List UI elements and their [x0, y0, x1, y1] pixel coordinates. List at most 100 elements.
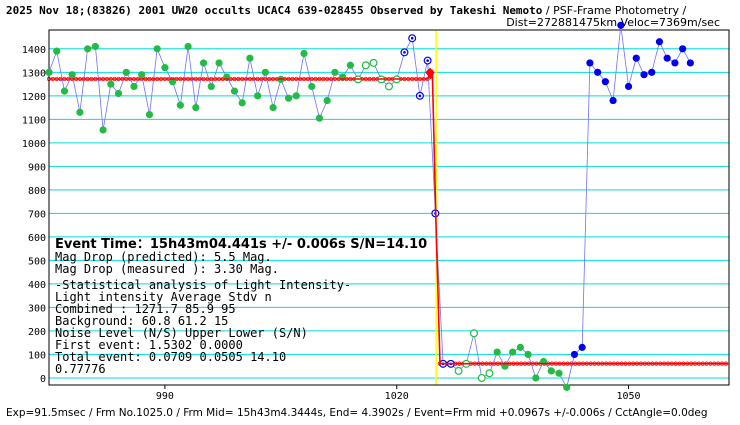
data-point-28 — [261, 68, 269, 76]
data-point-46 — [400, 48, 409, 57]
axis-ticks: 0 100 200 300 400 500 600 700 800 900 1000 1100 1200… — [22, 45, 641, 402]
data-point-78 — [648, 68, 656, 76]
data-point-57 — [485, 369, 494, 378]
y-tick-label-800: 800 — [28, 186, 46, 197]
data-point-47 — [408, 34, 417, 43]
disappearance-marker — [425, 67, 435, 80]
data-point-66 — [555, 369, 563, 377]
data-point-48-center — [418, 94, 422, 98]
data-point-67 — [563, 383, 571, 391]
data-point-62 — [524, 350, 532, 359]
data-point-0 — [45, 68, 53, 76]
data-point-65 — [547, 367, 555, 375]
data-point-69 — [578, 343, 586, 351]
data-point-75 — [624, 82, 633, 91]
data-point-26 — [246, 54, 254, 62]
data-point-77 — [640, 71, 648, 79]
y-tick-label-300: 300 — [28, 303, 46, 314]
data-point-72 — [601, 78, 609, 86]
data-point-37 — [331, 68, 339, 76]
data-point-29 — [269, 103, 277, 112]
data-point-48 — [415, 91, 424, 100]
chart-title-rest: / PSF-Frame Photometry / — [542, 4, 686, 17]
chart-title-main: 2025 Nov 18;(83826) 2001 UW20 occults UC… — [6, 4, 543, 17]
y-tick-label-500: 500 — [28, 256, 46, 267]
data-point-27 — [254, 92, 262, 100]
data-point-4 — [76, 108, 84, 116]
data-point-17 — [176, 101, 184, 109]
data-point-46-center — [403, 51, 406, 54]
y-tick-label-400: 400 — [28, 280, 46, 291]
data-point-20 — [199, 59, 208, 67]
data-point-80 — [663, 54, 671, 62]
data-point-16 — [169, 78, 177, 86]
data-point-47-center — [410, 36, 414, 40]
data-point-71 — [594, 68, 602, 76]
info-line-8: First event: 1.5302 0.0000 — [55, 338, 243, 352]
data-point-79 — [655, 38, 664, 46]
data-point-58 — [493, 348, 501, 356]
data-point-5 — [84, 45, 92, 53]
y-tick-label-900: 900 — [28, 162, 46, 173]
data-point-9 — [114, 89, 123, 98]
info-line-2: Mag Drop (measured ): 3.30 Mag. — [55, 262, 279, 276]
data-point-44 — [385, 82, 394, 91]
data-point-14 — [153, 45, 161, 53]
y-tick-label-1300: 1300 — [22, 68, 46, 79]
y-tick-label-600: 600 — [28, 233, 46, 244]
y-tick-label-100: 100 — [28, 350, 46, 361]
y-tick-label-1200: 1200 — [22, 92, 46, 103]
data-point-19 — [192, 103, 200, 112]
y-tick-label-0: 0 — [40, 374, 46, 385]
data-point-49 — [423, 56, 432, 65]
data-point-13 — [145, 111, 154, 119]
data-point-11 — [130, 82, 138, 91]
info-line-9: Total event: 0.0709 0.0505 14.10 — [55, 350, 286, 364]
data-point-81 — [671, 59, 679, 67]
x-tick-label-1020: 1020 — [385, 391, 409, 402]
data-point-1 — [53, 47, 61, 55]
data-point-68 — [570, 350, 579, 359]
data-point-6 — [91, 42, 99, 51]
data-point-25 — [238, 99, 246, 107]
plot-area-border — [48, 29, 730, 386]
data-point-2 — [60, 87, 69, 95]
data-point-10 — [122, 68, 130, 76]
data-point-55 — [470, 329, 479, 338]
fit-curve — [49, 67, 729, 365]
y-tick-label-200: 200 — [28, 327, 46, 338]
data-point-36 — [323, 96, 331, 105]
info-line-1: Mag Drop (predicted): 5.5 Mag. — [55, 250, 272, 264]
info-line-10: 0.77776 — [55, 362, 106, 376]
info-line-7: Noise Level (N/S) Upper Lower (S/N) — [55, 326, 308, 340]
gridlines — [49, 48, 729, 379]
y-tick-label-1000: 1000 — [22, 139, 46, 150]
chart-title: 2025 Nov 18;(83826) 2001 UW20 occults UC… — [6, 4, 687, 17]
data-point-7 — [99, 126, 107, 134]
data-point-32 — [292, 92, 300, 100]
data-point-41 — [361, 61, 370, 70]
y-tick-label-700: 700 — [28, 209, 46, 220]
info-line-3: -Statistical analysis of Light Intensity… — [55, 278, 351, 292]
chart-subtitle: Dist=272881475km Veloc=7369m/sec — [506, 16, 720, 29]
data-point-42 — [369, 58, 378, 67]
data-point-22 — [215, 59, 223, 67]
y-tick-label-1100: 1100 — [22, 115, 46, 126]
data-point-15 — [161, 64, 169, 72]
data-point-73 — [609, 96, 617, 105]
info-line-5: Combined : 1271.7 85.9 95 — [55, 302, 236, 316]
data-point-60 — [509, 348, 517, 356]
info-line-4: Light intensity Average Stdv n — [55, 290, 272, 304]
statistics-panel: Event Time：15h43m04.441s +/- 0.006s S/N=… — [55, 237, 427, 376]
fit-curve-path — [49, 69, 729, 365]
data-point-39 — [346, 61, 354, 69]
data-point-12 — [138, 71, 146, 79]
footer-info: Exp=91.5msec / Frm No.1025.0 / Frm Mid= … — [6, 407, 708, 419]
series-connector-line — [48, 25, 691, 389]
data-point-31 — [284, 94, 293, 102]
data-point-53 — [454, 366, 463, 375]
data-point-35 — [315, 114, 324, 122]
event-time: Event Time：15h43m04.441s +/- 0.006s S/N=… — [55, 237, 427, 252]
x-tick-label-1050: 1050 — [616, 391, 640, 402]
